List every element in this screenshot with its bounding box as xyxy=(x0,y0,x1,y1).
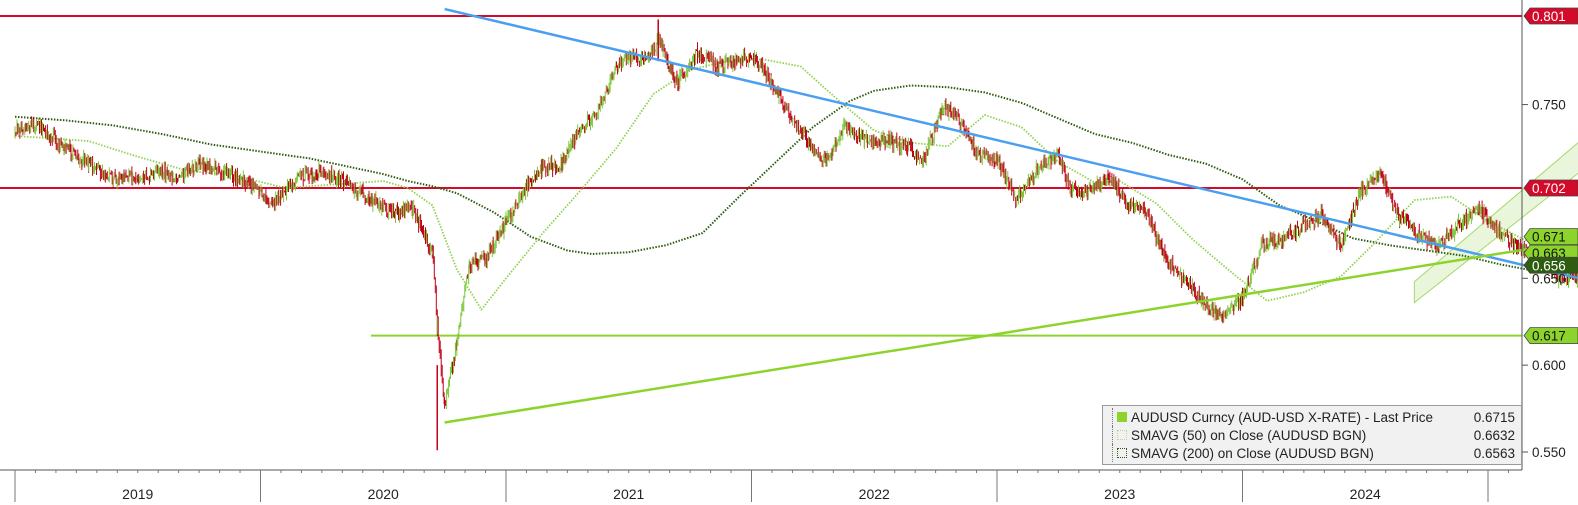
trendlines xyxy=(444,7,1578,424)
x-tick-label: 2021 xyxy=(613,486,644,502)
x-tick-label: 2020 xyxy=(368,486,399,502)
legend-swatch-sma50 xyxy=(1117,430,1127,440)
chart-legend: AUDUSD Curncy (AUD-USD X-RATE) - Last Pr… xyxy=(1102,405,1522,465)
level-tag-text: 0.617 xyxy=(1532,329,1566,344)
sma200-line xyxy=(14,84,1578,275)
trendline xyxy=(444,7,1578,280)
sma200-tag-text: 0.656 xyxy=(1532,258,1566,273)
legend-entry-name: SMAVG (50) on Close (AUDUSD BGN) xyxy=(1131,427,1367,443)
x-tick-label: 2019 xyxy=(122,486,153,502)
sma200-tag-box xyxy=(1523,256,1578,274)
x-tick-label: 2023 xyxy=(1104,486,1135,502)
level-tag: 0.801 xyxy=(1523,7,1578,25)
legend-entry-name: AUDUSD Curncy (AUD-USD X-RATE) - Last Pr… xyxy=(1131,409,1434,425)
level-tag: 0.702 xyxy=(1523,179,1578,197)
y-tick-label: 0.750 xyxy=(1532,98,1566,113)
level-tag-box xyxy=(1523,7,1578,25)
trendline xyxy=(444,239,1578,424)
level-tag-text: 0.702 xyxy=(1532,181,1566,196)
price-tag: 0.671 xyxy=(1523,228,1578,246)
legend-swatch-sma200 xyxy=(1117,448,1127,458)
legend-swatch-price xyxy=(1117,412,1127,422)
level-tag-box xyxy=(1523,327,1578,345)
legend-entry-value: 0.6632 xyxy=(1473,427,1515,443)
legend-entry-sma50: SMAVG (50) on Close (AUDUSD BGN) 0.6632 xyxy=(1109,426,1515,444)
level-tag: 0.617 xyxy=(1523,327,1578,345)
y-tick-label: 0.550 xyxy=(1532,445,1566,460)
price-series xyxy=(14,19,1578,451)
y-tick-label: 0.600 xyxy=(1532,358,1566,373)
sma200-tag: 0.656 xyxy=(1523,256,1578,274)
x-tick-label: 2022 xyxy=(859,486,890,502)
sma200-series xyxy=(14,84,1578,275)
sma50-series xyxy=(14,58,1578,311)
legend-entry-value: 0.6563 xyxy=(1473,445,1515,461)
legend-entry-name: SMAVG (200) on Close (AUDUSD BGN) xyxy=(1131,445,1374,461)
price-tag-box xyxy=(1523,228,1578,246)
x-tick-label: 2024 xyxy=(1350,486,1381,502)
y-tick-label: 0.650 xyxy=(1532,271,1566,286)
legend-entry-price: AUDUSD Curncy (AUD-USD X-RATE) - Last Pr… xyxy=(1109,408,1515,426)
level-tag-text: 0.801 xyxy=(1532,9,1566,24)
price-tag-text: 0.671 xyxy=(1532,230,1566,245)
legend-entry-sma200: SMAVG (200) on Close (AUDUSD BGN) 0.6563 xyxy=(1109,444,1515,462)
legend-entry-value: 0.6715 xyxy=(1473,409,1515,425)
level-tag-box xyxy=(1523,179,1578,197)
sma50-line xyxy=(14,58,1578,311)
